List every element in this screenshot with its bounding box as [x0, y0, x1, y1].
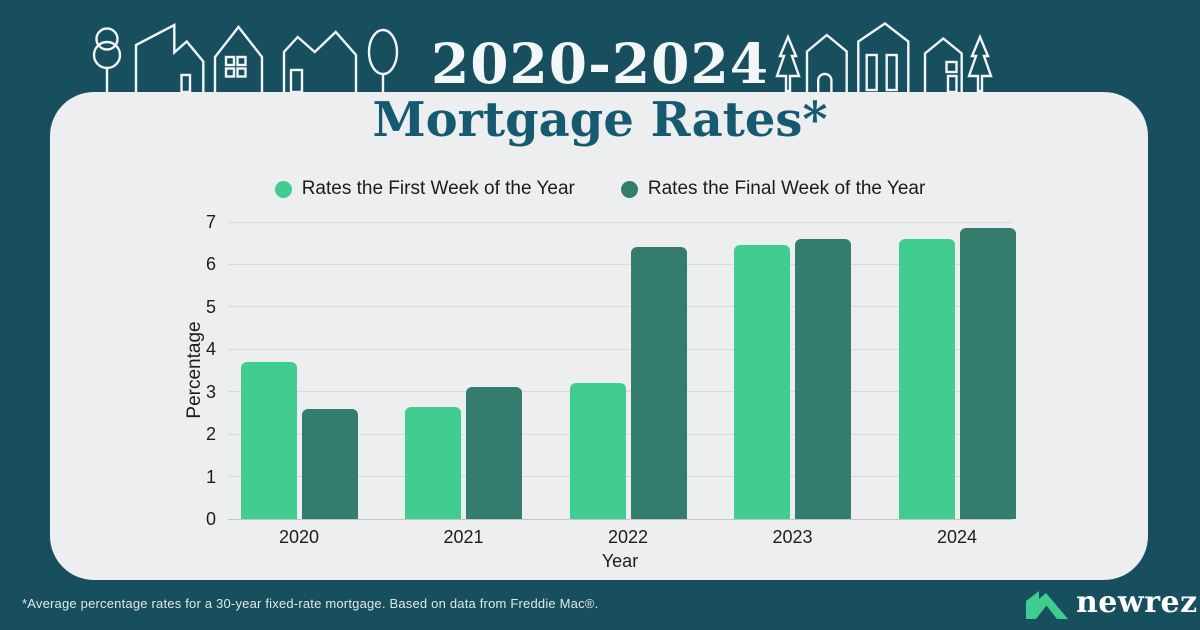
y-axis-tick-label: 0	[205, 509, 216, 529]
bar-2023-first-week	[734, 245, 790, 519]
gridline-y-6	[228, 263, 1012, 265]
y-axis-tick-label: 6	[205, 254, 216, 275]
banner-year-range: 2020-2024	[431, 31, 769, 96]
brand-name: newrez®	[1076, 586, 1200, 629]
bar-2023-final-week	[795, 238, 851, 519]
y-axis-tick-label: 4	[205, 339, 216, 360]
x-axis-tick-label: 2022	[607, 527, 649, 547]
bar-2022-final-week	[630, 247, 687, 519]
bar-2022-first-week	[569, 383, 626, 519]
legend-swatch-icon	[620, 180, 638, 198]
footnote: *Average percentage rates for a 30-year …	[22, 596, 599, 611]
x-axis-tick-label: 2020	[278, 527, 320, 547]
y-axis-tick-label: 5	[205, 296, 216, 317]
bar-2024-final-week	[959, 228, 1016, 519]
legend-label: Rates the Final Week of the Year	[647, 178, 926, 199]
registered-mark: ®	[1199, 618, 1200, 629]
y-axis-tick-label: 1	[205, 466, 216, 487]
x-axis-label: Year	[601, 551, 639, 571]
legend-swatch-icon	[274, 180, 292, 198]
gridline-y-7	[228, 221, 1012, 223]
x-axis-tick-label: 2023	[772, 527, 813, 547]
x-axis-tick-label: 2021	[443, 527, 484, 547]
y-axis-tick-label: 2	[205, 424, 216, 445]
x-axis-tick-label: 2024	[936, 527, 978, 547]
chart-legend: Rates the First Week of the Year Rates th…	[0, 178, 1200, 200]
bar-2021-first-week	[405, 406, 461, 519]
bar-2021-final-week	[466, 387, 522, 519]
gridline-y-5	[228, 306, 1012, 308]
legend-item: Rates the Final Week of the Year	[620, 178, 926, 200]
brand-logo: newrez®	[1026, 586, 1200, 629]
gridline-y-0	[228, 518, 1012, 520]
bar-2024-first-week	[898, 238, 955, 519]
y-axis-tick-label: 7	[205, 212, 216, 232]
houses-skyline-left-icon	[85, 12, 405, 92]
legend-label: Rates the First Week of the Year	[301, 178, 575, 199]
newrez-house-icon	[1026, 591, 1068, 619]
bar-2020-final-week	[301, 408, 358, 519]
bar-2020-first-week	[240, 362, 297, 519]
legend-item: Rates the First Week of the Year	[274, 178, 575, 200]
y-axis-tick-label: 3	[205, 381, 216, 402]
gridline-y-4	[228, 348, 1012, 350]
houses-skyline-right-icon	[774, 20, 994, 92]
chart-title: Mortgage Rates*	[372, 92, 828, 148]
